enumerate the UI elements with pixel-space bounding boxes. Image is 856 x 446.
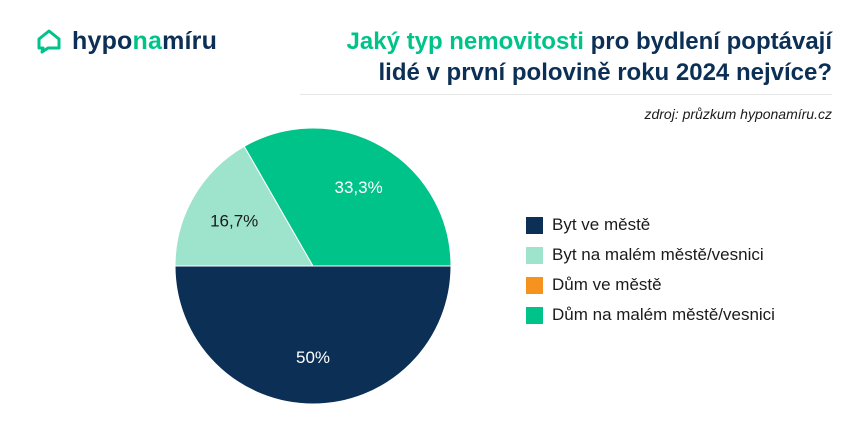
legend-swatch-1 — [526, 246, 543, 264]
brand-part-na: na — [132, 26, 163, 55]
title-divider — [300, 94, 832, 95]
brand-wordmark: hyponamíru — [72, 26, 218, 55]
title-rest-line1: pro bydlení poptávají — [583, 28, 832, 55]
legend-label-1: Byt na malém městě/vesnici — [552, 245, 764, 264]
pie-slice-0 — [174, 265, 452, 405]
legend-swatch-3 — [526, 306, 543, 324]
pie-slice-label-0: 50% — [296, 348, 330, 367]
pie-slice-1 — [174, 145, 314, 267]
chart-legend: Byt ve městě Byt na malém městě/vesnici Dů… — [526, 210, 775, 330]
house-chat-icon — [37, 29, 61, 54]
title-highlight: Jaký typ nemovitosti — [346, 28, 584, 55]
legend-label-0: Byt ve městě — [552, 215, 651, 234]
legend-item-3: Dům na malém městě/vesnici — [526, 300, 775, 330]
legend-swatch-2 — [526, 276, 543, 294]
legend-item-0: Byt ve městě — [526, 210, 775, 240]
legend-item-2: Dům ve městě — [526, 270, 775, 300]
brand-part-hypo: hypo — [72, 26, 133, 55]
legend-label-3: Dům na malém městě/vesnici — [552, 305, 775, 324]
source-note: zdroj: průzkum hyponamíru.cz — [644, 106, 832, 122]
pie-slice-label-3: 33,3% — [335, 178, 383, 197]
legend-label-2: Dům ve městě — [552, 275, 662, 294]
legend-item-1: Byt na malém městě/vesnici — [526, 240, 775, 270]
pie-slice-label-1: 16,7% — [210, 211, 258, 230]
chart-title: Jaký typ nemovitosti pro bydlení poptáva… — [272, 26, 832, 88]
title-line2: lidé v první polovině roku 2024 nejvíce? — [378, 59, 833, 86]
brand-logo[interactable]: hyponamíru — [36, 28, 217, 54]
brand-part-miru: míru — [162, 26, 218, 55]
legend-swatch-0 — [526, 216, 543, 234]
pie-slice-3 — [243, 127, 452, 267]
